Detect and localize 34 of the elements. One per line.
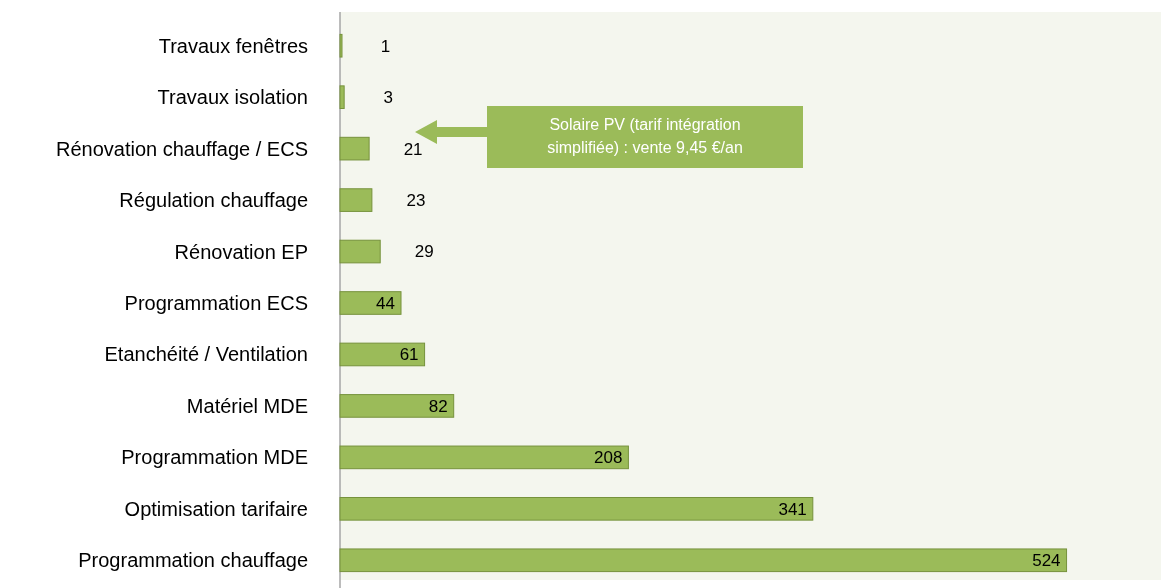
data-label: 23 xyxy=(406,191,426,211)
annotation: Solaire PV (tarif intégration simplifiée) : vente 9,45 €/an xyxy=(547,116,743,156)
data-label: 61 xyxy=(399,345,419,365)
bar xyxy=(339,445,629,470)
data-label: 524 xyxy=(1032,551,1061,571)
y-tick-label: Matériel MDE xyxy=(186,394,308,417)
data-label: 208 xyxy=(594,448,623,468)
bar xyxy=(339,33,343,58)
y-tick-label: Programmation MDE xyxy=(121,446,308,469)
bar xyxy=(339,85,345,109)
data-label: 21 xyxy=(403,139,423,159)
data-label: 1 xyxy=(380,36,391,56)
bar xyxy=(339,394,455,418)
data-label: 29 xyxy=(414,242,434,262)
data-label: 341 xyxy=(778,499,807,519)
y-tick-label: Programmation ECS xyxy=(124,292,308,314)
bar xyxy=(339,239,381,264)
data-label: 82 xyxy=(428,396,448,416)
y-tick-label: Etanchéité / Ventilation xyxy=(104,343,308,366)
y-tick-label: Programmation chauffage xyxy=(78,549,308,572)
bar xyxy=(339,497,814,521)
bar xyxy=(339,342,426,367)
y-tick-label: Travaux fenêtres xyxy=(158,34,308,57)
bar xyxy=(339,188,373,212)
y-tick-label: Travaux isolation xyxy=(157,86,308,109)
data-label: 44 xyxy=(376,293,396,313)
y-tick-label: Rénovation chauffage / ECS xyxy=(55,137,308,160)
bar xyxy=(339,291,402,315)
bar xyxy=(339,548,1068,573)
y-tick-label: Optimisation tarifaire xyxy=(124,497,308,520)
data-label: 3 xyxy=(383,88,393,108)
y-tick-label: Régulation chauffage xyxy=(119,189,308,212)
bar xyxy=(339,136,370,161)
y-tick-label: Rénovation EP xyxy=(174,240,308,263)
